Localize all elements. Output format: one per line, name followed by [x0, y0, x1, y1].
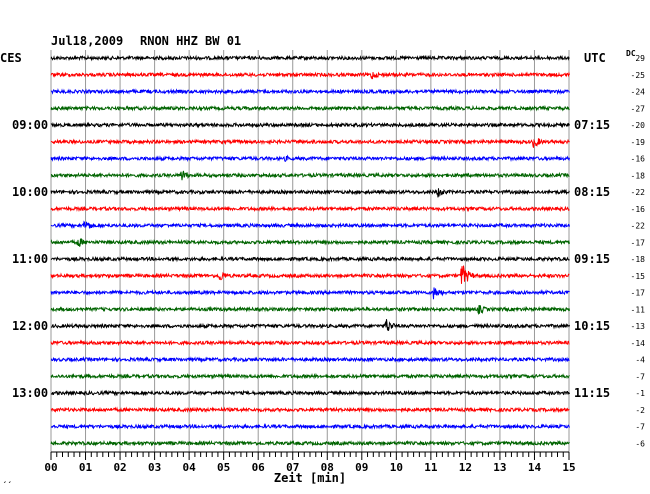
dc-offset-label: -19 [631, 138, 646, 147]
trace-line [50, 71, 570, 80]
x-tick-label: 01 [79, 461, 93, 474]
x-tick-label: 08 [321, 461, 334, 474]
dc-offset-label: -4 [635, 356, 645, 365]
dc-offset-label: -25 [631, 71, 646, 80]
right-time-label: 11:15 [574, 386, 610, 400]
x-tick-label: 05 [217, 461, 230, 474]
header-date: Jul18,2009 [51, 34, 123, 48]
dc-offset-label: -15 [631, 272, 646, 281]
trace-line [50, 238, 570, 247]
trace-line [50, 138, 570, 148]
left-time-label: 12:00 [12, 319, 48, 333]
header-station: RNON HHZ BW 01 [140, 34, 241, 48]
dc-offset-label: -2 [635, 406, 645, 415]
dc-offset-label: -27 [631, 104, 646, 113]
x-tick-label: 02 [113, 461, 126, 474]
x-tick-label: 15 [562, 461, 575, 474]
x-tick-label: 09 [355, 461, 368, 474]
dc-offset-label: -1 [635, 389, 645, 398]
right-time-label: 08:15 [574, 185, 610, 199]
x-tick-label: 11 [424, 461, 438, 474]
trace-line [50, 220, 570, 230]
dc-offset-label: -20 [631, 121, 646, 130]
trace-line [50, 154, 570, 162]
dc-offset-label: -17 [631, 289, 646, 298]
trace-line [50, 255, 570, 263]
x-tick-label: 07 [286, 461, 299, 474]
trace-line [50, 372, 570, 380]
dc-offset-label: -16 [631, 155, 646, 164]
x-tick-label: 13 [493, 461, 506, 474]
trace-line [50, 389, 570, 397]
trace-line [50, 87, 570, 96]
trace-line [50, 205, 570, 213]
trace-line [50, 355, 570, 363]
x-tick-label: 12 [459, 461, 472, 474]
trace-line [50, 319, 570, 331]
trace-line [50, 287, 570, 300]
left-time-label: 11:00 [12, 252, 48, 266]
left-time-labels: 09:00 10:00 11:00 12:00 13:00 [12, 118, 48, 400]
trace-line [50, 104, 570, 112]
dc-offset-label: -22 [631, 222, 646, 231]
right-time-label: 09:15 [574, 252, 610, 266]
dc-label: DC [626, 49, 636, 58]
left-zone-label: CES [0, 51, 22, 65]
trace-line [50, 170, 570, 181]
footnote-mark: ´´ [2, 480, 12, 490]
dc-offset-label: -16 [631, 205, 646, 214]
x-tick-label: 04 [183, 461, 197, 474]
x-tick-label: 10 [390, 461, 403, 474]
dc-offset-label: -11 [631, 305, 646, 314]
trace-line [50, 54, 570, 62]
dc-offset-label: -24 [631, 88, 646, 97]
trace-line [50, 422, 570, 430]
x-axis-label: Zeit [min] [274, 471, 346, 485]
right-time-labels: 07:15 08:15 09:15 10:15 11:15 [574, 118, 610, 400]
trace-line [50, 339, 570, 347]
x-tick-label: 00 [44, 461, 57, 474]
trace-line [50, 121, 570, 129]
x-axis-ticks [50, 452, 570, 460]
dc-offset-label: 29 [635, 54, 645, 63]
x-tick-labels: 00 01 02 03 04 05 06 07 08 09 10 11 12 13 14 15 [44, 461, 575, 474]
dc-offset-labels: 29 -25 -24 -27 -20 -19 -16 -18 -22 -16 -22 -17 -18 -1… [631, 54, 646, 448]
dc-offset-label: -7 [635, 372, 645, 381]
minute-grid [50, 50, 570, 452]
dc-offset-label: -14 [631, 339, 646, 348]
dc-offset-label: -22 [631, 188, 646, 197]
dc-offset-label: -17 [631, 238, 646, 247]
trace-line [50, 305, 570, 316]
dc-offset-label: -18 [631, 171, 646, 180]
dc-offset-label: -18 [631, 255, 646, 264]
left-time-label: 13:00 [12, 386, 48, 400]
trace-line [50, 406, 570, 414]
right-time-label: 07:15 [574, 118, 610, 132]
dc-offset-label: -6 [635, 439, 645, 448]
dc-offset-label: -7 [635, 423, 645, 432]
x-tick-label: 03 [148, 461, 161, 474]
right-time-label: 10:15 [574, 319, 610, 333]
trace-line [50, 439, 570, 447]
right-zone-label: UTC [584, 51, 606, 65]
left-time-label: 09:00 [12, 118, 48, 132]
x-tick-label: 06 [252, 461, 266, 474]
dc-offset-label: -13 [631, 322, 646, 331]
seismic-traces [50, 54, 570, 447]
trace-line [50, 265, 570, 284]
trace-line [50, 188, 570, 198]
x-tick-label: 14 [528, 461, 542, 474]
left-time-label: 10:00 [12, 185, 48, 199]
